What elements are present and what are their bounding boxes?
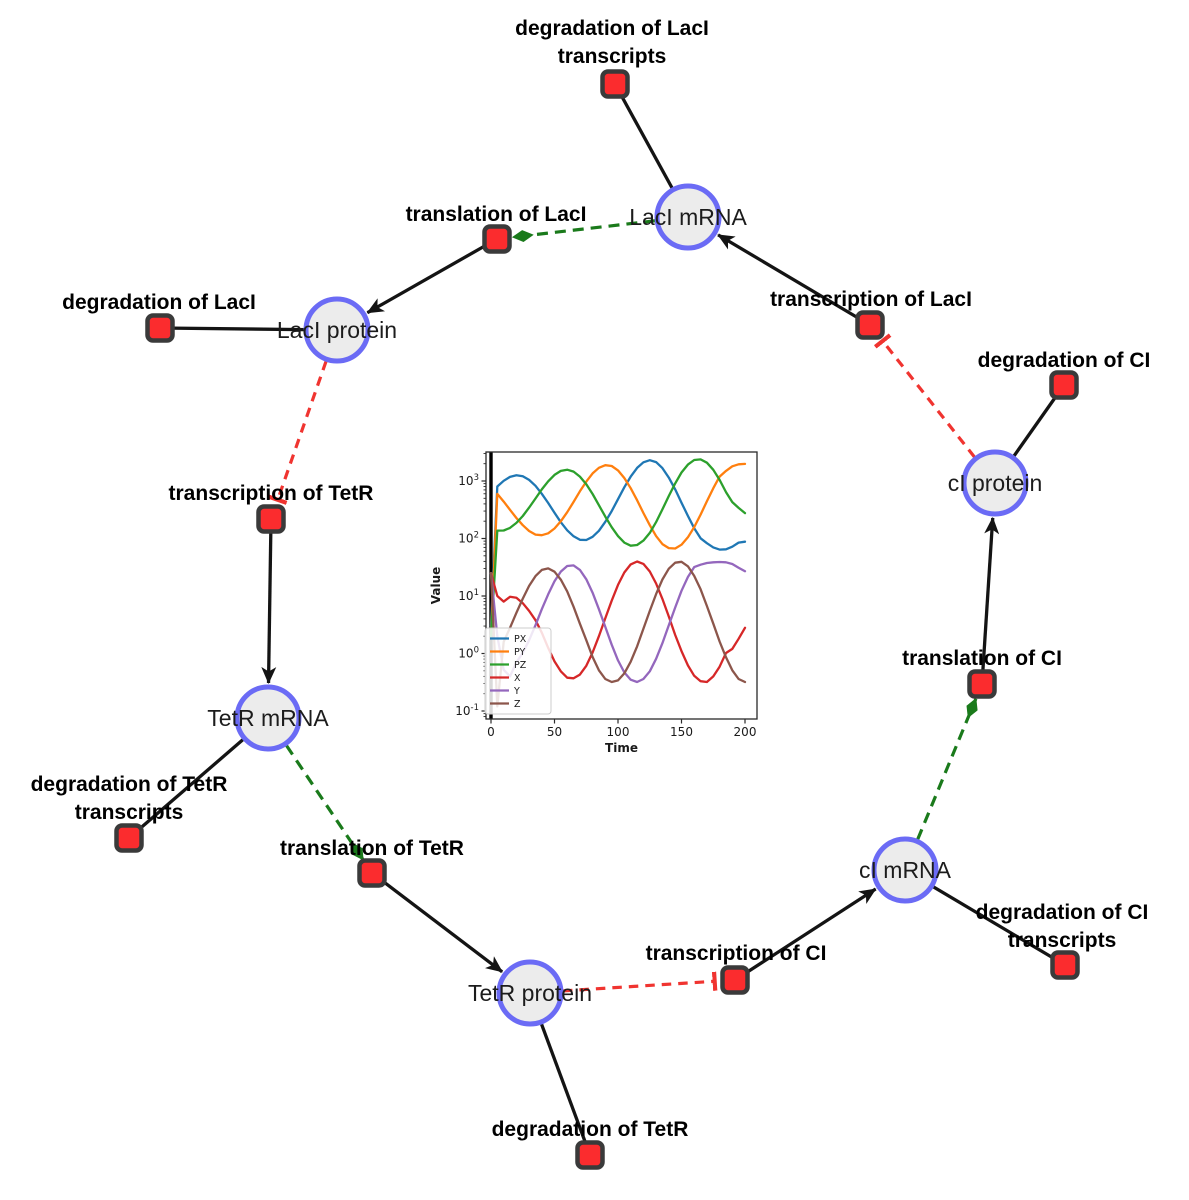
edge-production-transcription-tetr-to-tetr-mrna bbox=[261, 518, 277, 685]
reaction-label-transcription-laci: transcription of LacI bbox=[770, 288, 972, 311]
reaction-label-deg-tetr-transcripts: degradation of TetR transcripts bbox=[31, 773, 228, 824]
legend-entry-y: Y bbox=[513, 686, 520, 697]
reaction-label-deg-tetr: degradation of TetR bbox=[492, 1118, 689, 1141]
series-px-line bbox=[489, 459, 747, 628]
x-tick-50: 50 bbox=[547, 725, 562, 739]
species-node-ci-mrna bbox=[871, 836, 939, 904]
edge-modifier-laci-mrna-to-translation-laci bbox=[511, 219, 656, 242]
species-label-tetr-protein: TetR protein bbox=[468, 980, 592, 1006]
reaction-label-deg-ci-transcripts: degradation of CI transcripts bbox=[976, 901, 1149, 952]
series-pz-line bbox=[489, 458, 747, 638]
reaction-node-deg-ci-transcripts bbox=[1050, 950, 1080, 980]
reaction-node-transcription-tetr bbox=[256, 504, 286, 534]
reaction-node-translation-tetr bbox=[357, 858, 387, 888]
x-tick-200: 200 bbox=[734, 725, 757, 739]
series-z-line bbox=[489, 560, 747, 708]
series-x-line bbox=[489, 560, 747, 684]
reaction-label-translation-tetr: translation of TetR bbox=[280, 837, 464, 860]
reaction-label-translation-laci: translation of LacI bbox=[406, 203, 587, 226]
edge-production-translation-laci-to-laci-protein bbox=[366, 237, 498, 315]
edge-inhibition-ci-protein-to-transcription-laci bbox=[873, 333, 976, 459]
legend-entry-px: PX bbox=[514, 634, 527, 645]
reaction-node-deg-laci bbox=[145, 313, 175, 343]
reaction-label-deg-laci-transcripts: degradation of LacI transcripts bbox=[515, 17, 709, 68]
reaction-node-translation-ci bbox=[967, 669, 997, 699]
species-node-tetr-mrna bbox=[234, 684, 302, 752]
chart-frame bbox=[485, 451, 758, 720]
reaction-label-deg-laci: degradation of LacI bbox=[62, 291, 256, 314]
edge-inhibition-tetr-protein-to-transcription-ci bbox=[562, 971, 718, 993]
reaction-node-transcription-laci bbox=[855, 310, 885, 340]
series-py-line bbox=[489, 462, 747, 638]
x-tick-100: 100 bbox=[607, 725, 630, 739]
x-tick-0: 0 bbox=[487, 725, 495, 739]
edge-modifier-tetr-mrna-to-translation-tetr bbox=[285, 744, 365, 861]
legend: PX PY PZ XYZ bbox=[484, 627, 552, 715]
species-label-ci-protein: cI protein bbox=[948, 470, 1043, 496]
reaction-label-translation-ci: translation of CI bbox=[902, 647, 1062, 670]
reaction-node-transcription-ci bbox=[720, 965, 750, 995]
legend-entry-pz: PZ bbox=[514, 660, 527, 671]
reaction-label-transcription-tetr: transcription of TetR bbox=[169, 482, 374, 505]
x-tick-150: 150 bbox=[670, 725, 693, 739]
edge-production-translation-tetr-to-tetr-protein bbox=[371, 871, 504, 974]
reaction-node-deg-tetr bbox=[575, 1140, 605, 1170]
species-label-laci-protein: LacI protein bbox=[277, 317, 397, 343]
reaction-node-deg-ci bbox=[1049, 370, 1079, 400]
legend-entry-x: X bbox=[514, 673, 521, 684]
species-label-laci-mrna: LacI mRNA bbox=[629, 204, 747, 230]
reaction-node-translation-laci bbox=[482, 224, 512, 254]
species-node-laci-protein bbox=[303, 296, 371, 364]
edge-production-translation-ci-to-ci-protein bbox=[980, 516, 1000, 685]
reaction-label-transcription-ci: transcription of CI bbox=[646, 942, 827, 965]
legend-entry-py: PY bbox=[514, 647, 526, 658]
reaction-node-deg-laci-transcripts bbox=[600, 69, 630, 99]
species-label-ci-mrna: cI mRNA bbox=[859, 857, 952, 883]
reaction-label-deg-ci: degradation of CI bbox=[978, 349, 1151, 372]
edge-production-transcription-ci-to-ci-mrna bbox=[734, 887, 877, 982]
y-axis-label: Value bbox=[429, 567, 443, 605]
edge-production-transcription-laci-to-laci-mrna bbox=[717, 233, 871, 327]
species-node-ci-protein bbox=[961, 449, 1029, 517]
species-node-laci-mrna bbox=[654, 183, 722, 251]
reaction-node-deg-tetr-transcripts bbox=[114, 823, 144, 853]
edge-inhibition-laci-protein-to-transcription-tetr bbox=[268, 360, 328, 505]
species-node-tetr-protein bbox=[496, 959, 564, 1027]
x-axis-label: Time bbox=[605, 741, 638, 755]
edge-modifier-ci-mrna-to-translation-ci bbox=[916, 697, 978, 841]
species-label-tetr-mrna: TetR mRNA bbox=[207, 705, 329, 731]
legend-entry-z: Z bbox=[514, 699, 521, 710]
